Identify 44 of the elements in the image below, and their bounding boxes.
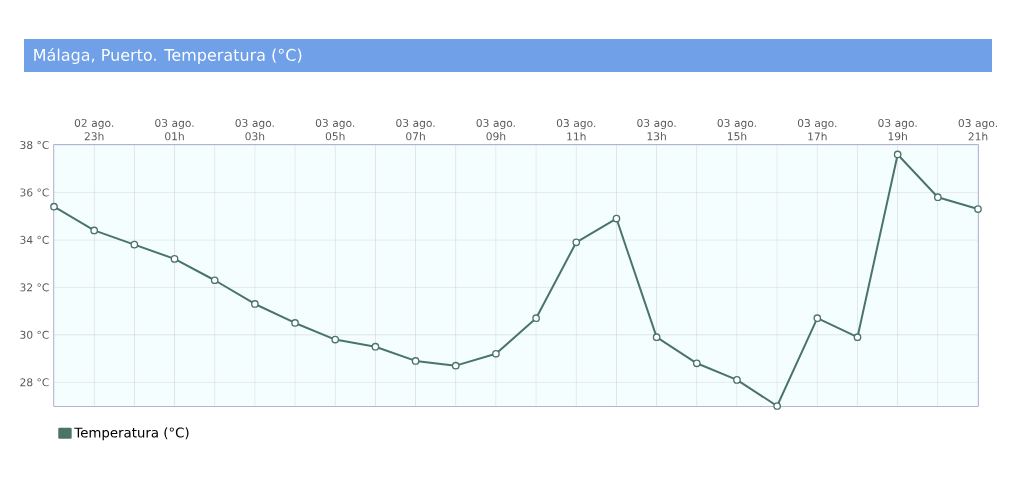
y-tick-label: 30 °C [20,330,49,339]
x-tick-label: 03 ago. 19h [878,118,917,141]
x-tick-label: 03 ago. 11h [556,119,596,141]
point [773,402,782,410]
point [291,319,299,327]
y-tick-label: 28 °C [20,378,49,387]
point [813,314,822,323]
point [170,255,179,263]
point [90,226,99,235]
point [331,335,340,344]
point [532,314,540,323]
legend-label: Temperatura (°C) [74,427,189,441]
point [50,202,58,211]
x-tick-label: 03 ago. 13h [637,118,676,141]
x-tick-label: 03 ago. 21h [958,119,997,141]
point [130,240,139,249]
y-tick-label: 34 °C [20,235,49,244]
point [652,333,661,342]
x-tick-label: 03 ago. 01h [155,118,194,141]
point [733,376,741,384]
point [853,333,862,342]
y-tick-label: 36 °C [20,188,49,197]
point [692,359,701,368]
point [974,205,982,213]
point [210,276,219,285]
x-tick-label: 02 ago. 23h [74,118,114,141]
y-tick-label: 38 °C [20,140,49,150]
x-tick-label: 03 ago. 17h [797,119,837,141]
point [371,342,380,351]
x-tick-label: 03 ago. 09h [476,118,515,141]
x-tick-label: 03 ago. 03h [235,118,274,141]
point [251,300,259,308]
x-tick-label: 03 ago. 15h [717,118,756,141]
x-tick-label: 03 ago. 07h [396,118,435,141]
point [492,349,500,358]
point [893,150,902,159]
chart-title: Málaga, Puerto. Temperatura (°C) [34,47,302,65]
point [612,214,621,223]
point [572,238,581,247]
y-tick-label: 32 °C [20,283,49,292]
x-tick-label: 03 ago. 05h [315,118,355,141]
point [933,193,942,202]
point [411,357,420,365]
point [451,361,460,370]
